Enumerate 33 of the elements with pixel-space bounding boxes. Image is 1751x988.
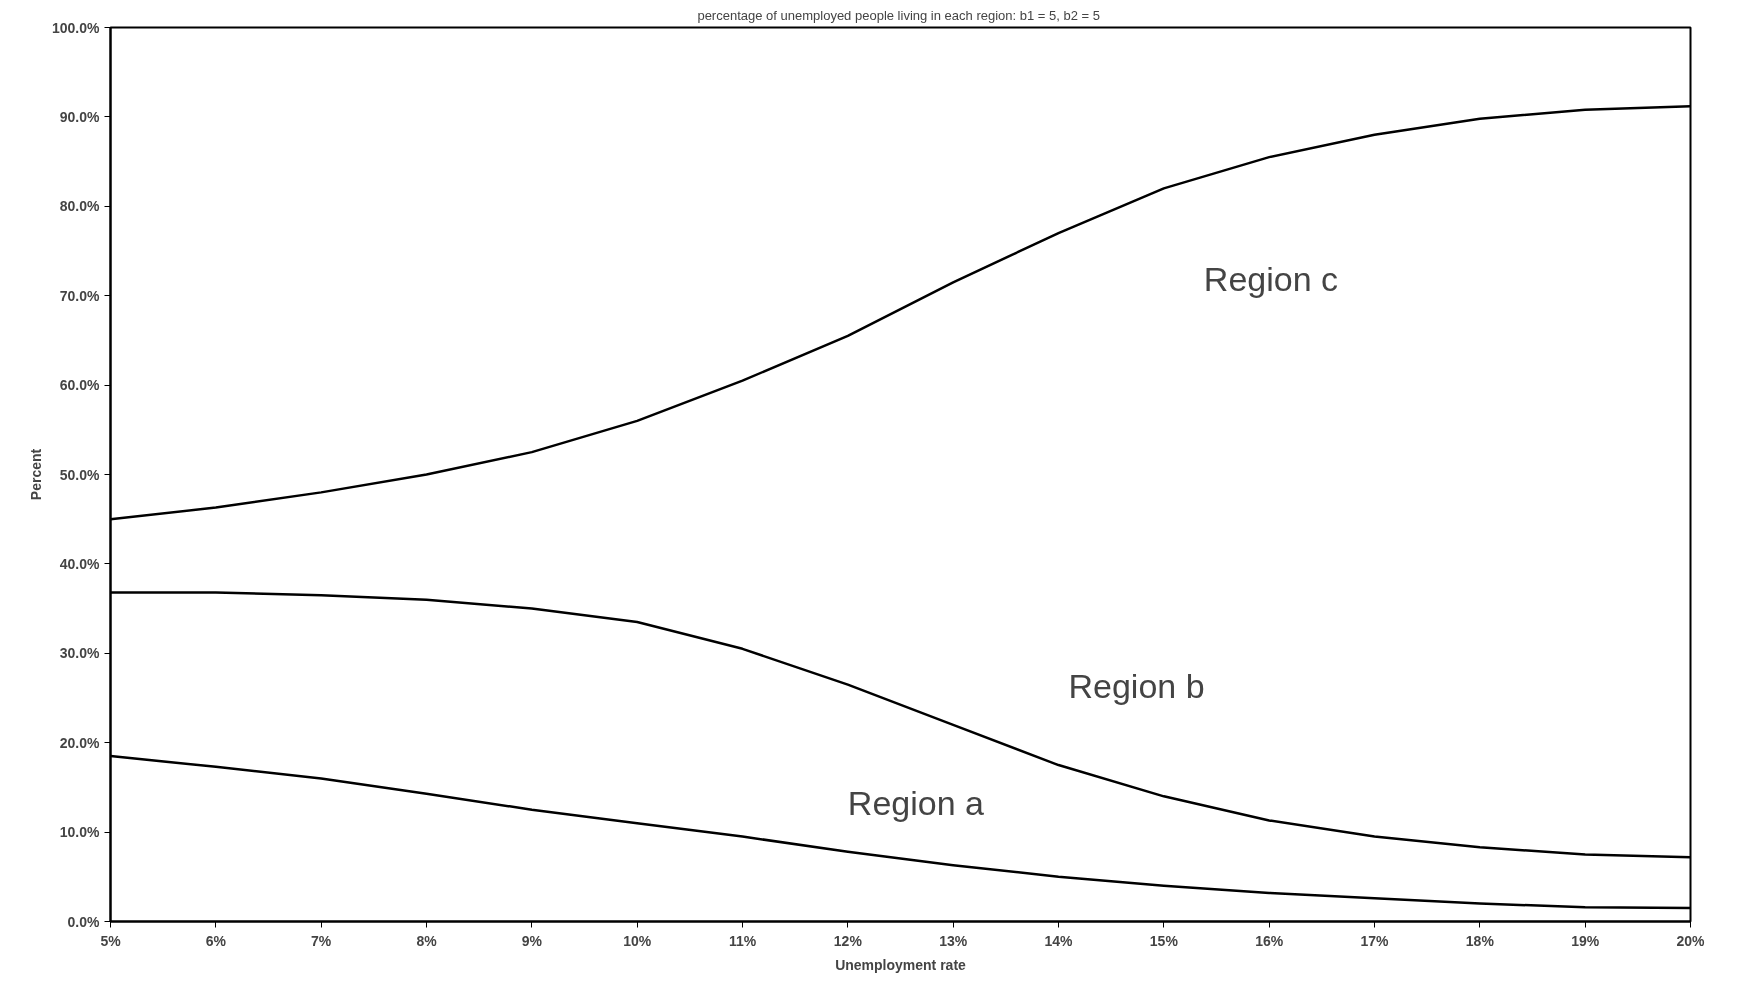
x-tick-label: 17%: [1360, 932, 1390, 949]
y-tick-label: 60.0%: [59, 377, 101, 394]
x-tick-label: 16%: [1255, 932, 1284, 949]
x-tick-label: 18%: [1465, 932, 1495, 949]
y-tick-label: 40.0%: [59, 555, 101, 572]
y-tick-label: 10.0%: [59, 824, 101, 841]
x-tick-label: 12%: [833, 932, 863, 949]
x-tick-label: 9%: [521, 932, 543, 949]
x-tick-label: 20%: [1676, 932, 1706, 949]
x-tick-label: 7%: [311, 932, 332, 949]
x-tick-label: 14%: [1044, 932, 1074, 949]
y-tick-label: 0.0%: [67, 913, 101, 930]
y-tick-label: 30.0%: [59, 645, 101, 662]
text: Region c: [1203, 260, 1339, 299]
x-tick-label: 19%: [1571, 932, 1600, 949]
series-label: Region b: [1068, 667, 1205, 706]
x-tick-label: 8%: [416, 932, 438, 949]
series-label: Region a: [847, 783, 985, 822]
y-tick-label: 80.0%: [59, 198, 101, 215]
x-axis-title: Unemployment rate: [835, 956, 967, 973]
y-axis-title: Percent: [28, 448, 45, 501]
y-tick-label: 70.0%: [59, 287, 101, 304]
y-tick-label: 50.0%: [59, 466, 101, 483]
x-tick-label: 13%: [939, 932, 968, 949]
x-tick-label: 10%: [623, 932, 652, 949]
x-tick-label: 15%: [1149, 932, 1179, 949]
x-tick-label: 5%: [100, 932, 122, 949]
x-tick-label: 6%: [205, 932, 227, 949]
chart-title: percentage of unemployed people living in each region: b1 = 5, b2 = 5: [697, 7, 1100, 23]
y-tick-label: 90.0%: [59, 108, 101, 125]
y-tick-label: 20.0%: [59, 734, 101, 751]
x-tick-label: 11%: [728, 932, 757, 949]
y-tick-label: 100.0%: [52, 19, 101, 36]
